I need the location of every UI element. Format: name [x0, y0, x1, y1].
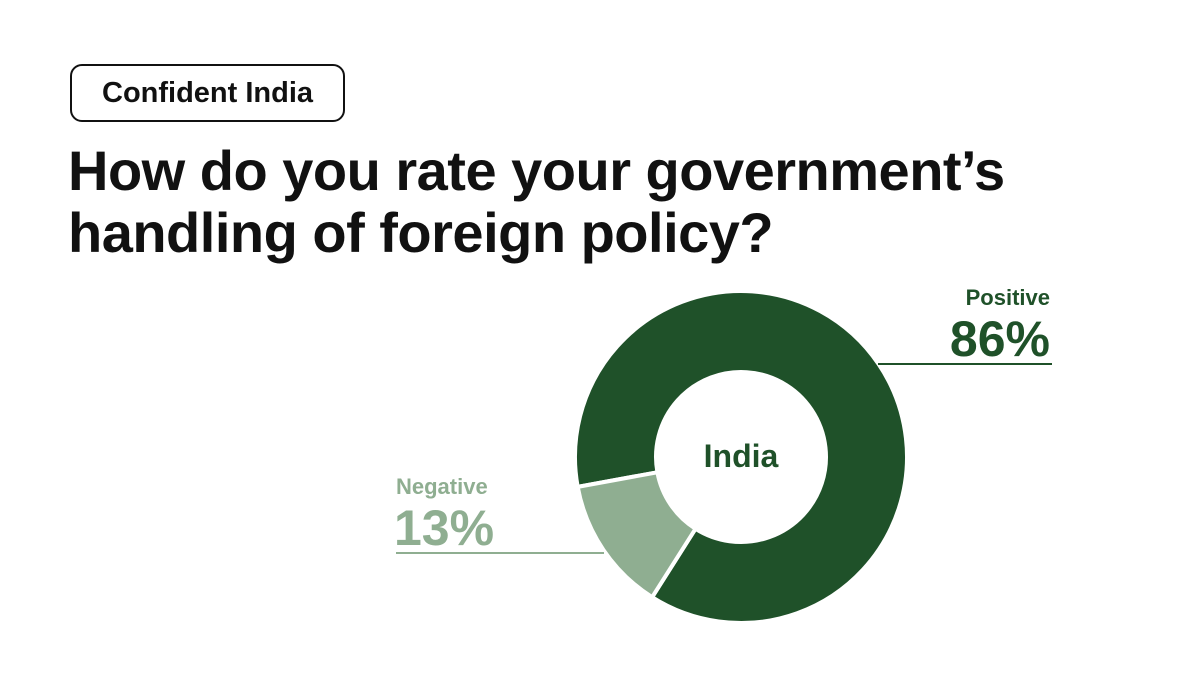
donut-slices	[573, 289, 909, 625]
leader-lines	[396, 363, 1052, 554]
donut-center-label: India	[704, 438, 779, 474]
positive-value-label: 86%	[950, 311, 1050, 367]
page-title: How do you rate your government’s handli…	[68, 139, 1005, 264]
donut-slice-negative	[575, 469, 699, 600]
category-tag: Confident India	[70, 64, 346, 122]
negative-value-label: 13%	[394, 500, 494, 556]
donut-slice-positive	[573, 289, 909, 625]
category-tag-label: Confident India	[102, 76, 314, 109]
positive-label: Positive	[966, 285, 1050, 310]
negative-label: Negative	[396, 474, 488, 499]
